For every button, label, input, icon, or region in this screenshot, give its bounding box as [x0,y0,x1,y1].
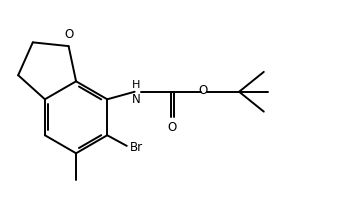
Text: O: O [65,28,74,41]
Text: O: O [167,121,176,134]
Text: O: O [198,84,208,97]
Text: H: H [132,80,141,90]
Text: Br: Br [129,141,143,154]
Text: N: N [132,94,141,107]
